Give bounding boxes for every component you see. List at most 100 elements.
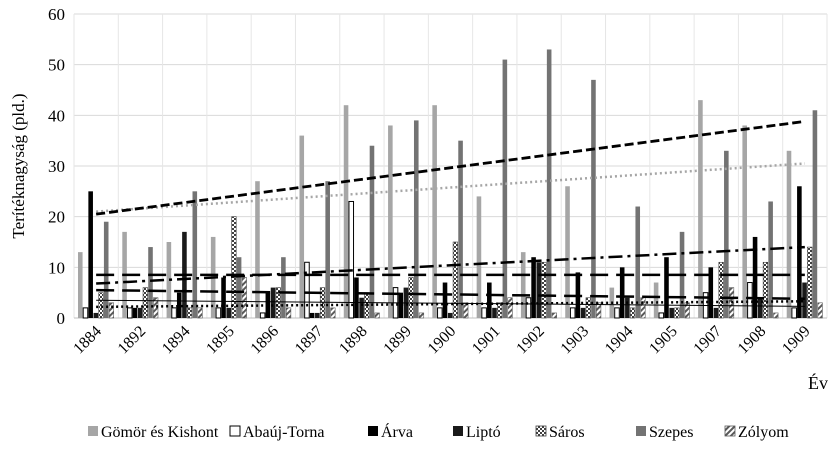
bar--rva-1884 <box>88 191 93 318</box>
x-tick-label: 1900 <box>425 323 460 358</box>
y-axis-label: Terítéknagyság (pld.) <box>9 93 28 238</box>
bar-g-m-r-s-kishont-1901 <box>476 196 482 318</box>
y-tick-label: 0 <box>57 309 66 328</box>
legend-swatch--rva <box>368 426 378 436</box>
bar-s-ros-1899 <box>408 277 414 319</box>
bar-g-m-r-s-kishont-1894 <box>166 242 172 318</box>
legend-label: Zólyom <box>738 424 789 441</box>
bar--rva-1899 <box>398 292 404 318</box>
bar-aba-j-torna-1884 <box>82 307 89 319</box>
x-tick-label: 1897 <box>292 323 327 358</box>
bar-aba-j-torna-1904 <box>614 307 620 319</box>
bar-z-lyom-1896 <box>285 307 292 319</box>
legend-swatch-g-m-r-s-kishont <box>88 426 98 436</box>
bar-szepes-1904 <box>635 206 641 318</box>
bar--rva-1901 <box>487 282 492 318</box>
bar-szepes-1894 <box>192 191 198 318</box>
bar-aba-j-torna-1896 <box>259 312 266 319</box>
bar-z-lyom-1902 <box>551 312 557 319</box>
x-tick-label: 1901 <box>469 323 504 358</box>
bar-aba-j-torna-1902 <box>525 297 532 319</box>
bar-aba-j-torna-1897 <box>304 261 310 319</box>
bar-szepes-1908 <box>768 201 773 318</box>
bar-s-ros-1902 <box>541 261 547 319</box>
legend-swatch-s-ros <box>535 425 547 437</box>
bar-z-lyom-1894 <box>197 307 203 319</box>
bar--rva-1897 <box>309 312 315 318</box>
bar-lipt--1904 <box>625 297 630 318</box>
legend-swatch-lipt- <box>453 426 463 436</box>
bar-z-lyom-1904 <box>640 297 646 319</box>
x-tick-label: 1884 <box>70 323 105 358</box>
trendline-szepes <box>95 120 806 216</box>
bar-szepes-1884 <box>103 221 109 318</box>
bar-g-m-r-s-kishont-1903 <box>565 186 570 318</box>
bar-szepes-1895 <box>236 257 242 318</box>
bar-g-m-r-s-kishont-1884 <box>78 252 83 318</box>
x-tick-label: 1909 <box>779 323 814 358</box>
bar-lipt--1905 <box>669 307 674 318</box>
bar--rva-1908 <box>752 236 758 318</box>
legend-label: Szepes <box>649 424 693 441</box>
legend-label: Sáros <box>549 424 585 441</box>
x-tick-label: 1892 <box>115 323 150 358</box>
bar-z-lyom-1903 <box>596 302 602 319</box>
bar-lipt--1901 <box>492 307 497 318</box>
bar-s-ros-1903 <box>585 297 591 319</box>
bar-lipt--1898 <box>359 297 364 318</box>
x-tick-label: 1895 <box>203 323 238 358</box>
bar-z-lyom-1892 <box>153 297 159 319</box>
trendline-lipt- <box>96 288 805 300</box>
bar-g-m-r-s-kishont-1898 <box>343 105 349 318</box>
bar-g-m-r-s-kishont-1905 <box>653 282 659 318</box>
bar-lipt--1902 <box>536 262 542 318</box>
bar-s-ros-1904 <box>629 307 636 319</box>
bar-series <box>78 49 823 319</box>
x-tick-label: 1905 <box>646 323 681 358</box>
bar-szepes-1900 <box>458 140 463 318</box>
bar-g-m-r-s-kishont-1899 <box>388 125 393 318</box>
bar-s-ros-1907 <box>718 261 724 319</box>
bar-aba-j-torna-1901 <box>481 307 487 319</box>
x-tick-label: 1908 <box>735 323 770 358</box>
bar-aba-j-torna-1908 <box>747 282 753 319</box>
bar-s-ros-1897 <box>319 287 326 319</box>
bar-lipt--1884 <box>93 312 99 318</box>
bar-aba-j-torna-1903 <box>569 307 576 319</box>
trendline-z-lyom <box>96 300 805 309</box>
x-tick-label: 1902 <box>513 323 548 358</box>
bar--rva-1895 <box>221 277 226 318</box>
trendline-aba-j-torna <box>96 299 805 307</box>
y-tick-label: 50 <box>48 56 65 75</box>
bar-lipt--1895 <box>226 307 232 318</box>
legend-swatch-szepes <box>636 426 646 436</box>
y-tick-label: 30 <box>48 157 65 176</box>
legend-swatch-aba-j-torna <box>229 425 241 437</box>
bar-lipt--1909 <box>802 282 807 318</box>
bar-z-lyom-1900 <box>463 302 469 319</box>
bar-g-m-r-s-kishont-1909 <box>786 150 792 318</box>
bar-szepes-1909 <box>812 110 818 319</box>
bar-aba-j-torna-1894 <box>171 307 177 319</box>
x-tick-label: 1899 <box>380 323 415 358</box>
x-tick-label: 1907 <box>690 323 725 358</box>
trendlines <box>95 120 806 309</box>
bar-szepes-1892 <box>148 247 153 318</box>
legend-label: Árva <box>381 422 413 441</box>
bar-z-lyom-1909 <box>817 302 823 319</box>
bar-z-lyom-1908 <box>773 312 779 319</box>
bar-z-lyom-1884 <box>108 302 114 319</box>
bar-s-ros-1905 <box>674 307 680 319</box>
x-axis-label: Év <box>808 372 828 393</box>
bar-lipt--1900 <box>447 312 453 318</box>
x-tick-label: 1894 <box>159 323 194 358</box>
bar-s-ros-1892 <box>142 287 148 319</box>
bar--rva-1898 <box>354 277 359 318</box>
bar-z-lyom-1898 <box>374 312 380 319</box>
legend-swatch-z-lyom <box>724 425 736 437</box>
legend: Gömör és Kishont Abaúj-Torna Árva Liptó Sáro… <box>88 422 789 441</box>
bar-lipt--1908 <box>757 297 763 318</box>
bar-aba-j-torna-1892 <box>126 307 133 319</box>
